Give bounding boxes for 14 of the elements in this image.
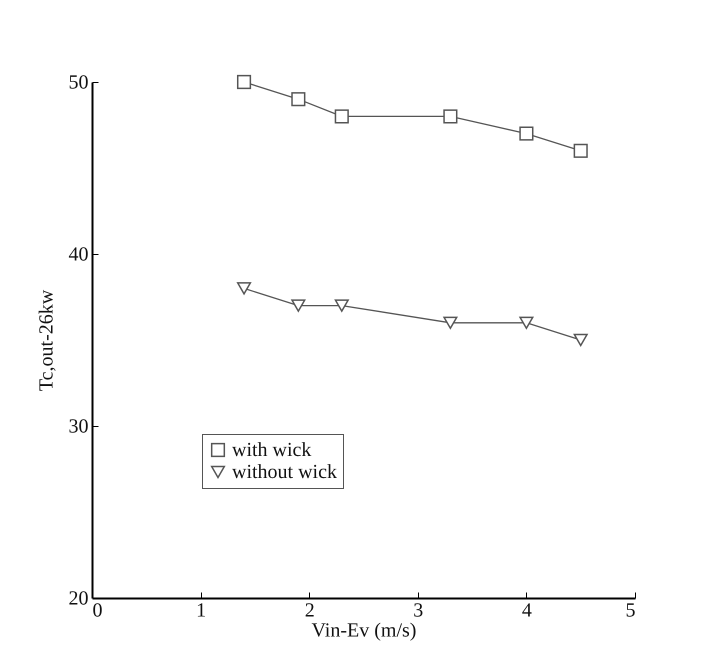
x-tick-label: 5 [626, 600, 636, 622]
y-tick-label: 20 [68, 588, 88, 610]
y-axis-title: Tc,out-26kw [36, 289, 58, 392]
x-tick-label: 4 [522, 600, 532, 622]
x-axis-title: Vin-Ev (m/s) [312, 620, 416, 642]
x-tick-label: 3 [413, 600, 424, 622]
legend-label: without wick [232, 461, 337, 483]
x-tick-label: 2 [304, 600, 315, 622]
y-tick-label: 40 [68, 244, 88, 266]
legend-label: with wick [232, 439, 312, 461]
x-tick-label: 1 [196, 600, 206, 622]
x-tick-label: 0 [92, 600, 102, 622]
y-tick-label: 30 [68, 416, 88, 438]
y-tick-label: 50 [68, 72, 88, 94]
